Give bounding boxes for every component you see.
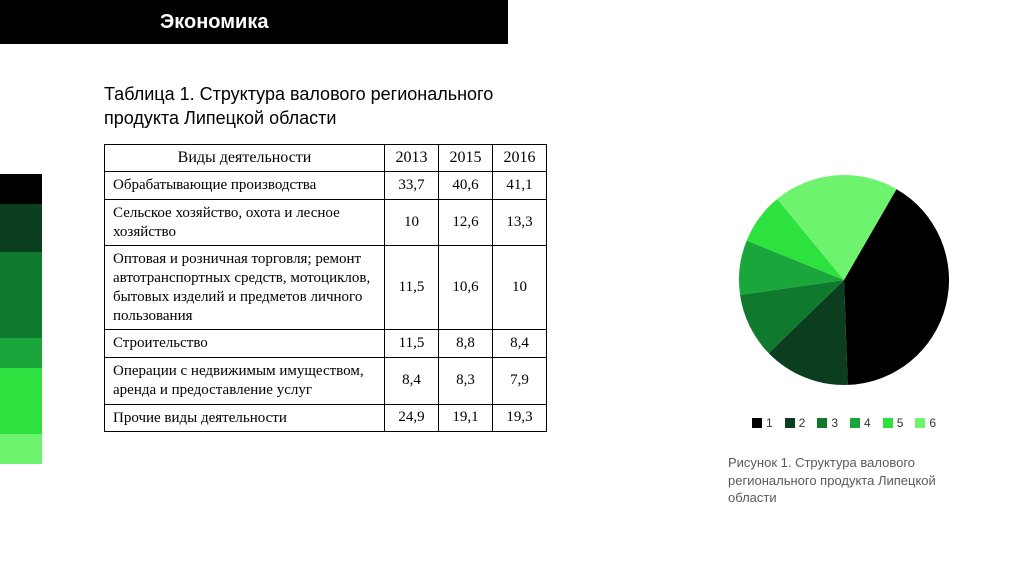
cell-2016: 10 [493, 246, 547, 330]
legend-swatch [752, 418, 762, 428]
legend-swatch [850, 418, 860, 428]
color-swatch [0, 338, 42, 368]
pie-chart-block: 1 2 3 4 5 6 [704, 160, 984, 430]
color-swatch [0, 252, 42, 338]
cell-2015: 12,6 [439, 199, 493, 246]
legend-swatch [883, 418, 893, 428]
legend-label: 6 [929, 416, 936, 430]
col-year-1: 2015 [439, 145, 493, 172]
legend-label: 1 [766, 416, 773, 430]
cell-2013: 11,5 [385, 330, 439, 358]
cell-activity: Обрабатывающие производства [105, 172, 385, 200]
pie-legend: 1 2 3 4 5 6 [704, 416, 984, 430]
cell-activity: Сельское хозяйство, охота и лесное хозяй… [105, 199, 385, 246]
legend-label: 4 [864, 416, 871, 430]
cell-2016: 13,3 [493, 199, 547, 246]
color-swatch [0, 174, 42, 204]
cell-2015: 19,1 [439, 404, 493, 432]
table-caption: Таблица 1. Структура валового региональн… [104, 82, 524, 131]
cell-2015: 8,3 [439, 358, 493, 405]
legend-item: 2 [785, 416, 806, 430]
legend-item: 5 [883, 416, 904, 430]
figure-caption: Рисунок 1. Структура валового региональн… [728, 454, 988, 507]
legend-label: 3 [831, 416, 838, 430]
cell-activity: Оптовая и розничная торговля; ремонт авт… [105, 246, 385, 330]
legend-item: 3 [817, 416, 838, 430]
cell-activity: Прочие виды деятельности [105, 404, 385, 432]
cell-2016: 8,4 [493, 330, 547, 358]
legend-label: 2 [799, 416, 806, 430]
cell-2015: 40,6 [439, 172, 493, 200]
legend-item: 4 [850, 416, 871, 430]
table-row: Сельское хозяйство, охота и лесное хозяй… [105, 199, 547, 246]
legend-item: 6 [915, 416, 936, 430]
cell-2016: 41,1 [493, 172, 547, 200]
section-title: Экономика [160, 11, 268, 34]
category-color-strip [0, 174, 42, 464]
legend-swatch [915, 418, 925, 428]
grp-pie-chart [724, 160, 964, 400]
legend-swatch [785, 418, 795, 428]
cell-2013: 33,7 [385, 172, 439, 200]
color-swatch [0, 204, 42, 252]
table-row: Операции с недвижимым имуществом, аренда… [105, 358, 547, 405]
color-swatch [0, 368, 42, 434]
cell-activity: Строительство [105, 330, 385, 358]
table-row: Строительство11,58,88,4 [105, 330, 547, 358]
col-year-0: 2013 [385, 145, 439, 172]
cell-2015: 10,6 [439, 246, 493, 330]
col-activity: Виды деятельности [105, 145, 385, 172]
table-row: Обрабатывающие производства33,740,641,1 [105, 172, 547, 200]
cell-2013: 24,9 [385, 404, 439, 432]
legend-swatch [817, 418, 827, 428]
col-year-2: 2016 [493, 145, 547, 172]
cell-activity: Операции с недвижимым имуществом, аренда… [105, 358, 385, 405]
cell-2013: 11,5 [385, 246, 439, 330]
cell-2013: 10 [385, 199, 439, 246]
section-header: Экономика [0, 0, 508, 44]
grp-structure-table: Виды деятельности 2013 2015 2016 Обрабат… [104, 144, 547, 432]
table-row: Оптовая и розничная торговля; ремонт авт… [105, 246, 547, 330]
table-header-row: Виды деятельности 2013 2015 2016 [105, 145, 547, 172]
cell-2015: 8,8 [439, 330, 493, 358]
legend-label: 5 [897, 416, 904, 430]
color-swatch [0, 434, 42, 464]
cell-2013: 8,4 [385, 358, 439, 405]
cell-2016: 19,3 [493, 404, 547, 432]
legend-item: 1 [752, 416, 773, 430]
table-row: Прочие виды деятельности24,919,119,3 [105, 404, 547, 432]
cell-2016: 7,9 [493, 358, 547, 405]
